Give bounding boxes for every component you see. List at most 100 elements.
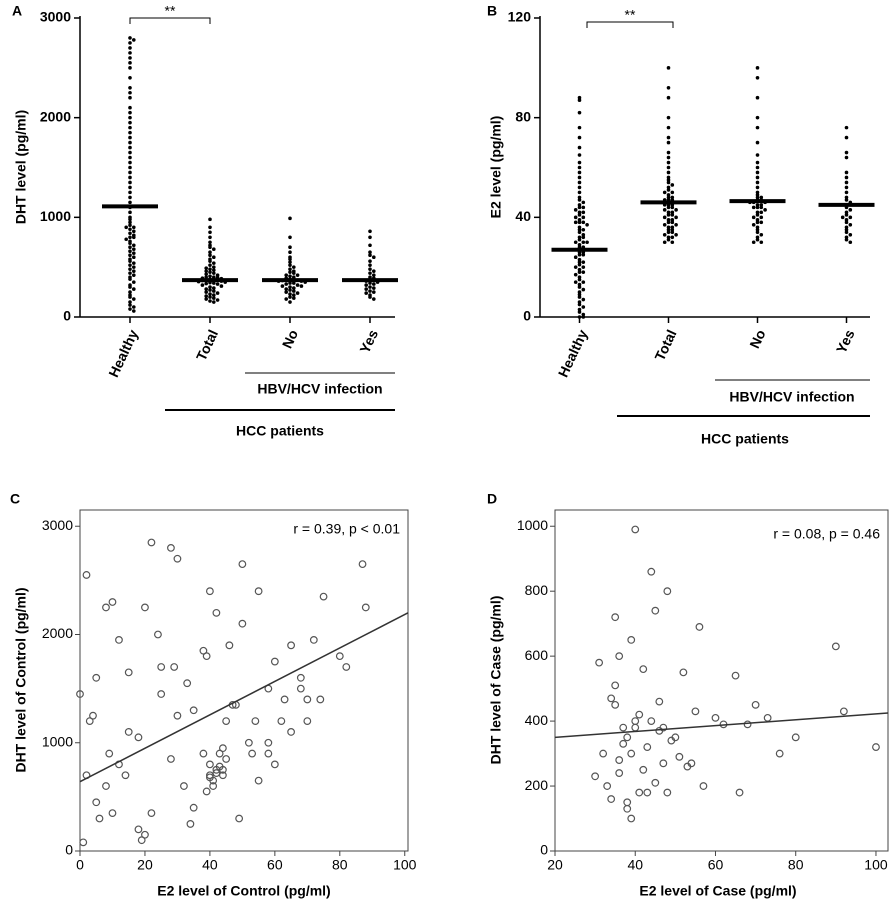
dot bbox=[577, 95, 582, 100]
point bbox=[335, 652, 344, 661]
dot bbox=[219, 284, 224, 288]
point bbox=[651, 606, 660, 615]
dot bbox=[662, 223, 667, 227]
dot bbox=[128, 263, 132, 267]
point bbox=[134, 733, 143, 742]
x-tick-label: 40 bbox=[627, 857, 643, 873]
dot bbox=[577, 260, 582, 264]
point bbox=[627, 749, 636, 758]
point bbox=[591, 772, 600, 781]
significance-bracket bbox=[586, 21, 674, 28]
dot bbox=[292, 265, 296, 269]
dot bbox=[128, 253, 132, 258]
point bbox=[595, 658, 604, 667]
dot bbox=[128, 155, 132, 160]
dot bbox=[666, 205, 671, 210]
dot bbox=[208, 299, 212, 303]
point bbox=[183, 679, 192, 688]
dot bbox=[755, 153, 760, 157]
dot bbox=[755, 125, 760, 130]
y-tick-label: 80 bbox=[515, 108, 531, 124]
subgroup-label: HBV/HCV infection bbox=[729, 389, 854, 405]
point bbox=[319, 592, 328, 601]
point bbox=[108, 598, 117, 606]
point bbox=[79, 838, 88, 847]
dot bbox=[204, 287, 208, 291]
point bbox=[218, 744, 227, 753]
dot bbox=[666, 135, 671, 140]
x-tick-label: Yes bbox=[356, 327, 381, 356]
point bbox=[643, 788, 652, 797]
dot bbox=[666, 235, 671, 240]
point bbox=[775, 749, 784, 758]
dot bbox=[577, 252, 582, 257]
point bbox=[147, 538, 156, 547]
dot bbox=[368, 253, 372, 258]
dot bbox=[577, 235, 582, 240]
dot bbox=[288, 257, 292, 261]
point bbox=[173, 711, 182, 720]
dot bbox=[577, 257, 582, 262]
dot bbox=[128, 210, 132, 215]
dot bbox=[751, 223, 756, 227]
dot bbox=[755, 230, 760, 235]
dot bbox=[368, 235, 372, 240]
point bbox=[599, 749, 608, 758]
dot bbox=[759, 240, 764, 245]
x-tick-label: 100 bbox=[393, 857, 417, 873]
point bbox=[627, 814, 636, 823]
dot bbox=[759, 210, 764, 215]
dot bbox=[844, 155, 849, 160]
x-tick-label: No bbox=[279, 327, 301, 351]
dot bbox=[674, 215, 678, 220]
dot bbox=[128, 190, 132, 195]
dot bbox=[128, 66, 132, 70]
dot bbox=[581, 312, 586, 317]
dot bbox=[284, 290, 289, 294]
y-axis-label: DHT level (pg/ml) bbox=[13, 110, 29, 224]
dot bbox=[840, 215, 845, 220]
dot bbox=[577, 227, 582, 232]
y-tick-label: 400 bbox=[525, 712, 549, 728]
dot bbox=[212, 281, 216, 285]
dot bbox=[755, 140, 760, 145]
dot bbox=[292, 293, 296, 297]
dot bbox=[208, 292, 212, 296]
point bbox=[615, 652, 624, 661]
point bbox=[635, 710, 644, 719]
point bbox=[303, 695, 312, 704]
dot bbox=[292, 296, 296, 300]
dot bbox=[581, 210, 586, 215]
dot bbox=[132, 235, 136, 240]
dot bbox=[215, 298, 220, 302]
dot bbox=[666, 220, 671, 225]
dot bbox=[577, 282, 582, 287]
dot bbox=[128, 41, 132, 45]
point bbox=[189, 706, 198, 715]
x-tick-label: Healthy bbox=[555, 327, 591, 380]
dot bbox=[364, 287, 369, 291]
dot bbox=[132, 265, 136, 269]
dot bbox=[844, 198, 849, 202]
y-axis-label: E2 level (pg/ml) bbox=[488, 116, 504, 219]
point bbox=[655, 726, 664, 735]
point bbox=[611, 613, 620, 622]
dot bbox=[755, 170, 760, 175]
point bbox=[287, 728, 295, 736]
dot bbox=[844, 170, 849, 175]
dot bbox=[128, 303, 132, 307]
dot bbox=[666, 115, 671, 120]
point bbox=[202, 652, 211, 661]
point bbox=[651, 778, 660, 787]
dot bbox=[288, 285, 292, 289]
point bbox=[248, 749, 257, 758]
dot bbox=[666, 165, 671, 170]
point bbox=[264, 749, 273, 758]
dot bbox=[208, 225, 212, 230]
dot bbox=[364, 291, 369, 295]
point bbox=[115, 636, 123, 644]
dot bbox=[132, 247, 136, 252]
dot bbox=[128, 249, 132, 254]
dot bbox=[581, 305, 586, 309]
point bbox=[607, 795, 616, 803]
